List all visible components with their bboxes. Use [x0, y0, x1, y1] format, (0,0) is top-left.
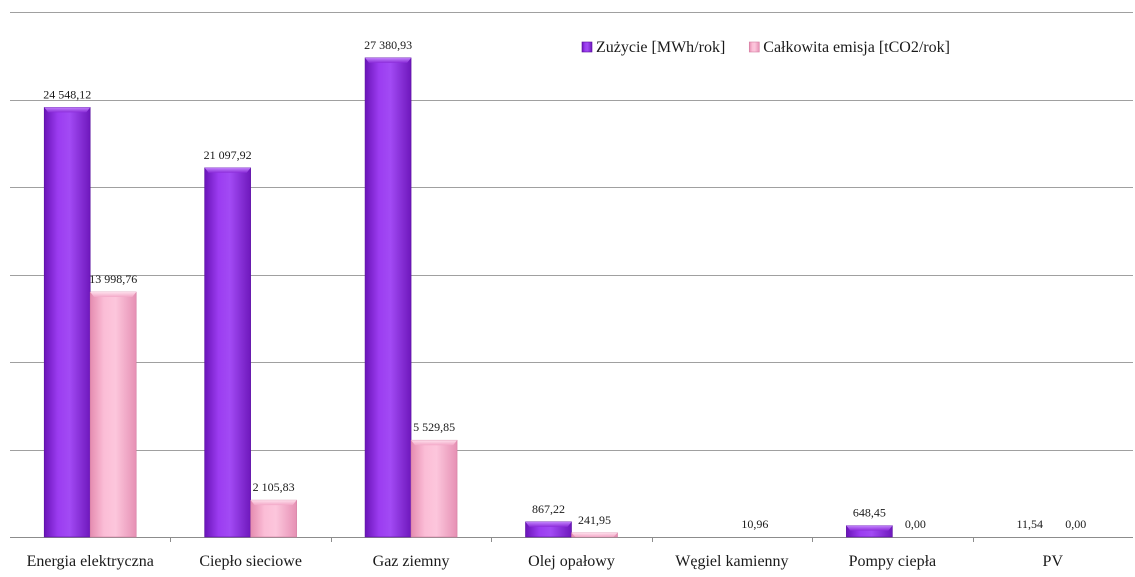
x-tick-label: PV: [1043, 553, 1064, 570]
data-label: 241,95: [578, 513, 611, 527]
x-tick-label: Pompy ciepła: [849, 553, 937, 570]
legend-swatch: [581, 41, 593, 53]
bar-emisja: [571, 532, 618, 538]
x-axis: Energia elektryczna Ciepło sieciowe Gaz zi…: [27, 537, 1064, 570]
bar-emisja: [250, 499, 297, 538]
data-label: 24 548,12: [43, 87, 91, 101]
bar-zuzycie: [846, 525, 893, 538]
bar-zuzycie: [43, 107, 91, 538]
legend: Zużycie [MWh/rok] Całkowita emisja [tCO2/…: [581, 39, 950, 56]
x-tick-label: Olej opałowy: [528, 553, 615, 570]
legend-item: Zużycie [MWh/rok]: [581, 39, 725, 56]
bar-zuzycie: [364, 57, 412, 538]
data-label: 21 097,92: [204, 148, 252, 162]
data-label: 0,00: [1065, 517, 1086, 531]
legend-label: Zużycie [MWh/rok]: [596, 39, 725, 56]
bars: [43, 57, 893, 538]
data-label: 13 998,76: [89, 272, 137, 286]
legend-item: Całkowita emisja [tCO2/rok]: [748, 39, 950, 56]
x-tick-label: Węgiel kamienny: [675, 553, 788, 570]
data-label: 2 105,83: [253, 480, 295, 494]
data-label: 867,22: [532, 502, 565, 516]
data-label: 648,45: [853, 506, 886, 520]
legend-swatch: [748, 41, 760, 53]
legend-label: Całkowita emisja [tCO2/rok]: [763, 39, 950, 56]
gridlines: [10, 12, 1133, 538]
bar-zuzycie: [525, 521, 572, 538]
data-label: 0,00: [905, 517, 926, 531]
data-label: 5 529,85: [413, 420, 455, 434]
bar-emisja: [410, 439, 458, 538]
data-label: 10,96: [741, 517, 768, 531]
x-tick-label: Energia elektryczna: [27, 553, 154, 570]
bar-zuzycie: [204, 167, 251, 538]
data-label: 27 380,93: [364, 38, 412, 52]
bar-emisja: [89, 291, 137, 538]
x-tick-label: Gaz ziemny: [373, 553, 450, 570]
x-tick-label: Ciepło sieciowe: [199, 553, 302, 570]
data-label: 11,54: [1017, 517, 1044, 531]
value-labels: 24 548,12 13 998,76 21 097,92 2 105,83 27 38…: [43, 38, 1086, 531]
